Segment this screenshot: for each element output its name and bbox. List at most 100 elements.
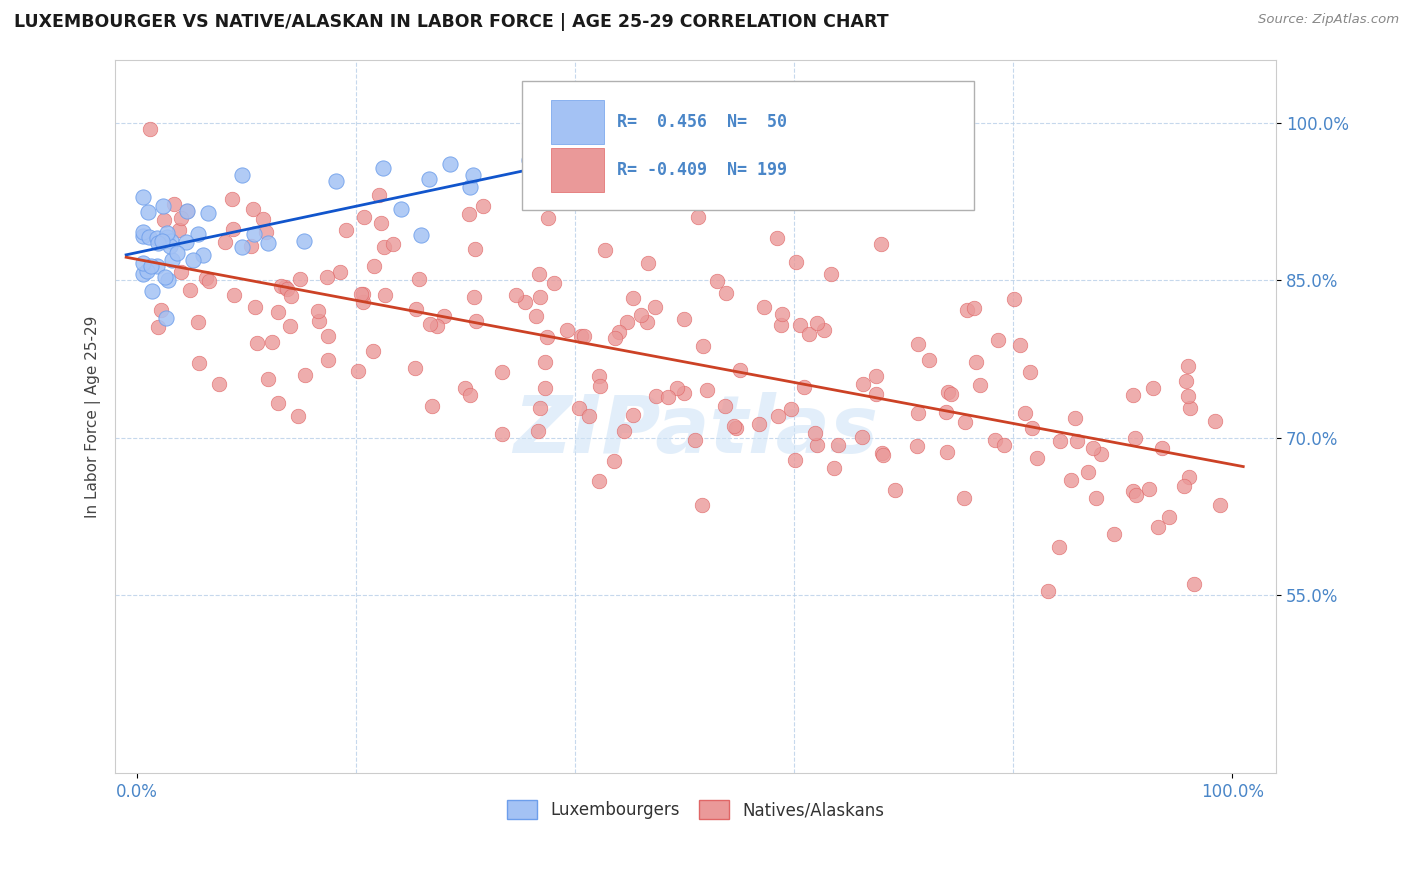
Point [463,290,485,304]
Text: LUXEMBOURGER VS NATIVE/ALASKAN IN LABOR FORCE | AGE 25-29 CORRELATION CHART: LUXEMBOURGER VS NATIVE/ALASKAN IN LABOR … [14,13,889,31]
Point [696,383,718,397]
Point [139,122,162,136]
Point [280,289,302,303]
Point [131,268,153,282]
Point [458,180,481,194]
Point [682,164,704,178]
Point [534,381,557,395]
Point [714,399,737,413]
Point [560,141,582,155]
Point [603,331,626,345]
Point [465,314,488,328]
Point [1019,365,1042,379]
Point [292,235,315,249]
Point [907,407,929,421]
Point [690,498,713,512]
Point [569,329,592,343]
Point [1147,520,1170,534]
Point [156,273,179,287]
Point [963,301,986,315]
Point [166,246,188,260]
Point [335,223,357,237]
Point [724,421,747,435]
Point [146,259,169,273]
Point [1014,406,1036,420]
Point [1123,431,1146,445]
Point [1081,441,1104,455]
Point [325,174,347,188]
Point [1038,584,1060,599]
Point [472,199,495,213]
Point [1178,401,1201,416]
Point [1090,447,1112,461]
Point [827,438,849,452]
Point [657,390,679,404]
Point [987,333,1010,347]
Point [353,286,375,301]
Point [630,308,652,322]
Point [1049,434,1071,449]
Point [578,409,600,424]
Point [363,259,385,273]
Point [1077,465,1099,479]
Point [623,408,645,422]
Point [146,235,169,250]
Point [1137,483,1160,497]
Point [797,326,820,341]
Point [420,399,443,413]
Point [1177,389,1199,403]
Point [789,318,811,332]
Point [163,197,186,211]
Point [195,270,218,285]
Point [156,226,179,240]
Point [221,192,243,206]
Point [464,242,486,256]
Point [527,267,550,281]
Point [813,323,835,337]
Point [382,237,405,252]
Point [458,388,481,402]
Text: R= -0.409  N= 199: R= -0.409 N= 199 [617,161,787,178]
Text: ZIPatlas: ZIPatlas [513,392,879,470]
Point [426,319,449,334]
Point [748,417,770,431]
Point [131,256,153,270]
Point [155,311,177,326]
Point [308,314,330,328]
Point [433,309,456,323]
FancyBboxPatch shape [551,100,605,144]
Point [405,302,427,317]
Point [160,234,183,248]
Point [513,294,536,309]
Point [187,227,209,241]
Point [146,231,169,245]
Point [371,161,394,175]
Point [1064,411,1087,425]
Point [865,368,887,383]
Point [136,204,159,219]
Point [159,239,181,253]
Point [270,278,292,293]
Point [648,172,671,186]
Point [1178,470,1201,484]
Point [607,326,630,340]
Point [1152,442,1174,456]
Point [534,354,557,368]
Point [785,255,807,269]
Point [316,269,339,284]
Point [984,433,1007,447]
Point [150,235,173,249]
Point [683,434,706,448]
Point [132,228,155,243]
Point [823,461,845,475]
Text: R=  0.456  N=  50: R= 0.456 N= 50 [617,112,787,131]
Point [156,230,179,244]
Point [1047,540,1070,554]
Point [198,274,221,288]
Point [307,304,329,318]
Point [600,128,623,143]
Point [568,401,591,416]
Point [153,269,176,284]
Point [1174,374,1197,388]
Point [294,368,316,382]
